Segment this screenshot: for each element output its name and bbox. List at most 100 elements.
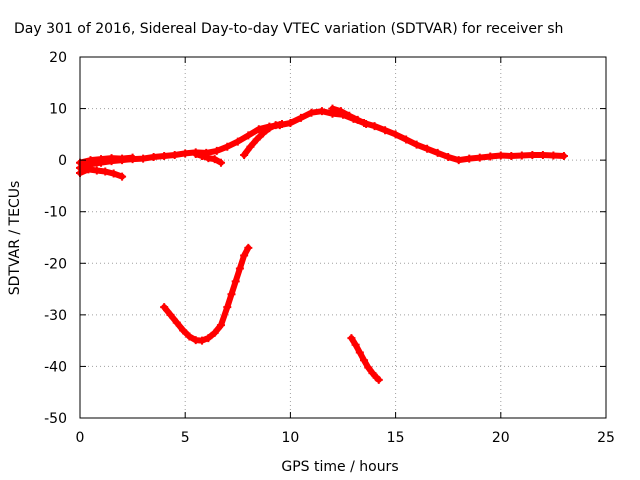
- y-tick-label: -20: [44, 256, 67, 272]
- data-point: [185, 332, 194, 341]
- data-point: [101, 167, 110, 176]
- data-point: [475, 153, 484, 162]
- data-point: [486, 152, 495, 161]
- data-point: [254, 125, 263, 134]
- data-point: [109, 169, 118, 178]
- y-tick-label: 0: [58, 153, 67, 169]
- data-point: [368, 369, 377, 378]
- x-tick-label: 10: [281, 430, 299, 446]
- data-point: [86, 156, 95, 165]
- plot-frame: [79, 56, 607, 419]
- data-point: [84, 165, 93, 174]
- series-6: [160, 243, 253, 345]
- data-point: [345, 111, 354, 120]
- data-point: [444, 153, 453, 162]
- series-3: [191, 149, 225, 167]
- chart-title: Day 301 of 2016, Sidereal Day-to-day VTE…: [14, 21, 563, 37]
- y-tick-label: -40: [44, 359, 67, 375]
- data-point: [370, 122, 379, 131]
- data-point: [353, 115, 362, 124]
- data-point: [198, 152, 207, 161]
- y-tick-label: -50: [44, 411, 67, 427]
- data-point: [233, 137, 242, 146]
- data-point: [92, 166, 101, 175]
- data-point: [271, 121, 280, 130]
- series-trace: [77, 108, 567, 171]
- data-point: [549, 151, 558, 160]
- data-point: [240, 150, 249, 159]
- data-point: [355, 348, 364, 357]
- x-axis-title: GPS time / hours: [281, 459, 398, 475]
- data-point: [517, 151, 526, 160]
- x-tick-label: 5: [181, 430, 190, 446]
- y-tick-label: 20: [49, 50, 67, 66]
- data-point: [97, 155, 106, 164]
- series-0: [76, 107, 568, 172]
- data-point: [454, 156, 463, 165]
- data-point: [374, 375, 383, 384]
- data-point: [538, 150, 547, 159]
- data-point: [244, 243, 253, 252]
- plot-area: [76, 104, 568, 384]
- data-point: [198, 336, 207, 345]
- data-point: [166, 310, 175, 319]
- data-point: [160, 152, 169, 161]
- chart-axes: 0 5 10 15 20 25 -50 -40 -30 -20 -10 0 10 20: [44, 50, 615, 446]
- data-point: [223, 142, 232, 151]
- data-point: [204, 154, 213, 163]
- data-point: [139, 154, 148, 163]
- data-point: [118, 154, 127, 163]
- data-point: [507, 152, 516, 161]
- data-point: [240, 251, 249, 260]
- data-point: [252, 135, 261, 144]
- data-point: [559, 152, 568, 161]
- series-5: [328, 104, 371, 129]
- data-point: [231, 277, 240, 286]
- data-point: [210, 328, 219, 337]
- x-tick-label: 15: [387, 430, 405, 446]
- x-tick-label: 25: [597, 430, 615, 446]
- data-point: [362, 120, 371, 129]
- data-point: [160, 303, 169, 312]
- data-point: [328, 104, 337, 113]
- series-2: [76, 153, 137, 167]
- series-4: [240, 120, 286, 159]
- series-trace: [161, 244, 252, 344]
- data-point: [107, 154, 116, 163]
- data-point: [433, 148, 442, 157]
- data-point: [412, 140, 421, 149]
- data-point: [317, 107, 326, 116]
- chart-grid: [80, 57, 606, 418]
- data-point: [179, 326, 188, 335]
- data-point: [128, 153, 137, 162]
- data-point: [246, 142, 255, 151]
- data-point: [528, 150, 537, 159]
- data-point: [227, 290, 236, 299]
- data-point: [172, 318, 181, 327]
- data-point: [307, 108, 316, 117]
- data-point: [391, 130, 400, 139]
- data-point: [149, 153, 158, 162]
- data-point: [347, 334, 356, 343]
- data-point: [216, 158, 225, 167]
- data-point: [216, 321, 225, 330]
- data-point: [235, 264, 244, 273]
- data-point: [277, 120, 286, 129]
- data-point: [191, 149, 200, 158]
- y-tick-label: -10: [44, 205, 67, 221]
- data-point: [423, 144, 432, 153]
- data-point: [336, 107, 345, 116]
- y-tick-label: -30: [44, 308, 67, 324]
- data-point: [265, 124, 274, 133]
- x-tick-label: 20: [492, 430, 510, 446]
- data-point: [364, 363, 373, 372]
- data-point: [286, 119, 295, 128]
- data-point: [244, 131, 253, 140]
- data-point: [204, 334, 213, 343]
- data-point: [351, 340, 360, 349]
- y-axis-title: SDTVAR / TECUs: [7, 181, 23, 296]
- data-point: [296, 113, 305, 122]
- data-point: [223, 303, 232, 312]
- data-point: [402, 135, 411, 144]
